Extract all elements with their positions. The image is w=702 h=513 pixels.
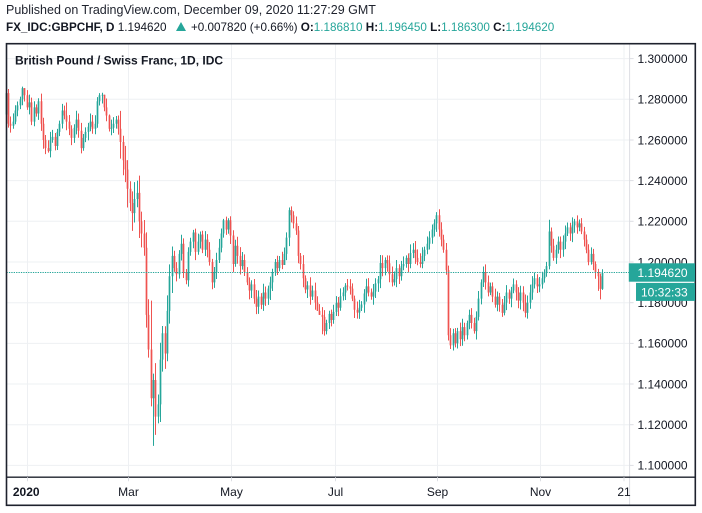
svg-text:Sep: Sep xyxy=(427,485,449,499)
svg-text:1.260000: 1.260000 xyxy=(638,133,688,147)
svg-text:1.120000: 1.120000 xyxy=(638,418,688,432)
svg-text:1.300000: 1.300000 xyxy=(638,52,688,66)
svg-text:British Pound / Swiss Franc, 1: British Pound / Swiss Franc, 1D, IDC xyxy=(15,54,223,68)
svg-text:Nov: Nov xyxy=(530,485,551,499)
svg-text:10:32:33: 10:32:33 xyxy=(641,285,688,299)
svg-text:1.194620: 1.194620 xyxy=(638,266,688,280)
svg-text:1.100000: 1.100000 xyxy=(638,459,688,473)
svg-text:1.280000: 1.280000 xyxy=(638,93,688,107)
svg-text:1.240000: 1.240000 xyxy=(638,174,688,188)
svg-text:21: 21 xyxy=(617,485,631,499)
svg-text:May: May xyxy=(220,485,243,499)
svg-text:2020: 2020 xyxy=(13,485,40,499)
svg-text:1.160000: 1.160000 xyxy=(638,337,688,351)
svg-text:Jul: Jul xyxy=(328,485,343,499)
svg-text:1.140000: 1.140000 xyxy=(638,377,688,391)
svg-text:1.220000: 1.220000 xyxy=(638,215,688,229)
svg-text:Mar: Mar xyxy=(118,485,139,499)
